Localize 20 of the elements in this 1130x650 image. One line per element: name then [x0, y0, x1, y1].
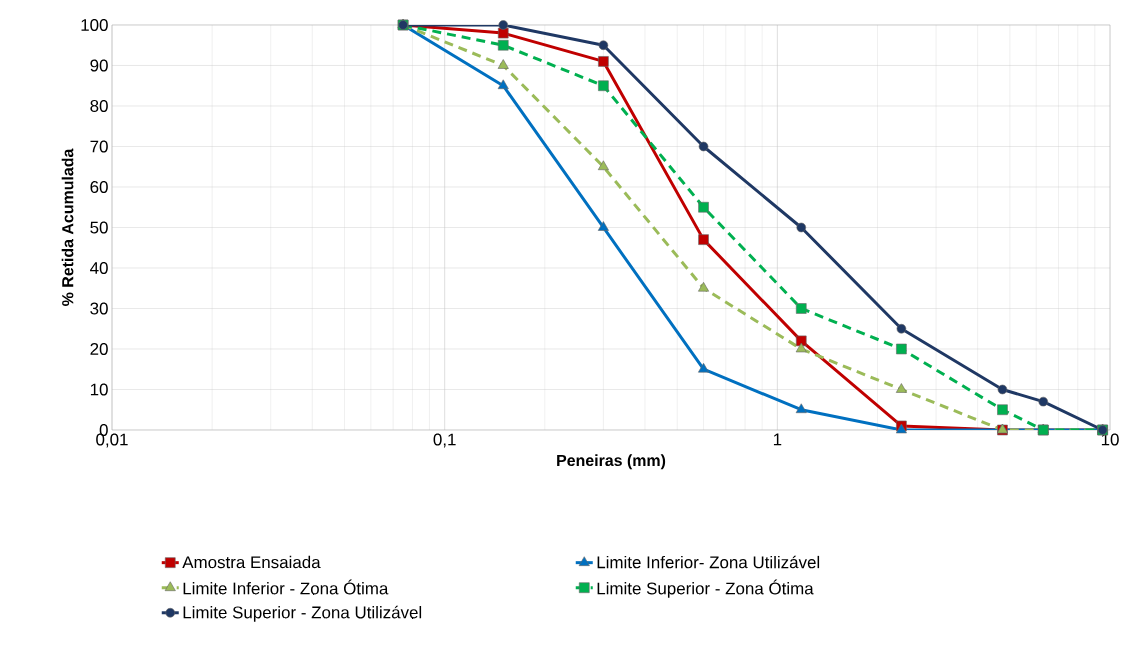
y-tick-label: 60 — [90, 180, 108, 193]
y-tick-label: 90 — [90, 59, 108, 72]
y-tick-label: 30 — [90, 302, 108, 315]
x-tick-label: 0,1 — [433, 433, 456, 448]
y-tick-label: 40 — [90, 261, 108, 274]
x-tick-label: 1 — [773, 433, 782, 446]
legend-label: Limite Inferior- Zona Utilizável — [597, 555, 820, 569]
y-tick-label: 80 — [90, 99, 108, 112]
y-tick-label: 20 — [90, 342, 108, 355]
legend-label: Amostra Ensaiada — [182, 555, 321, 569]
x-tick-label: 10 — [1101, 433, 1119, 446]
legend-label: Limite Superior - Zona Utilizável — [183, 605, 422, 622]
y-tick-label: 50 — [90, 221, 108, 234]
y-tick-label: 70 — [90, 140, 108, 153]
legend-label: Limite Superior - Zona Ótima — [597, 579, 814, 598]
legend-label: Limite Inferior - Zona Ótima — [183, 579, 389, 595]
y-axis-title: % Retida Acumulada — [61, 148, 74, 306]
y-tick-label: 10 — [90, 383, 108, 396]
x-axis-title: Peneiras (mm) — [557, 454, 666, 470]
y-tick-label: 100 — [81, 18, 108, 31]
